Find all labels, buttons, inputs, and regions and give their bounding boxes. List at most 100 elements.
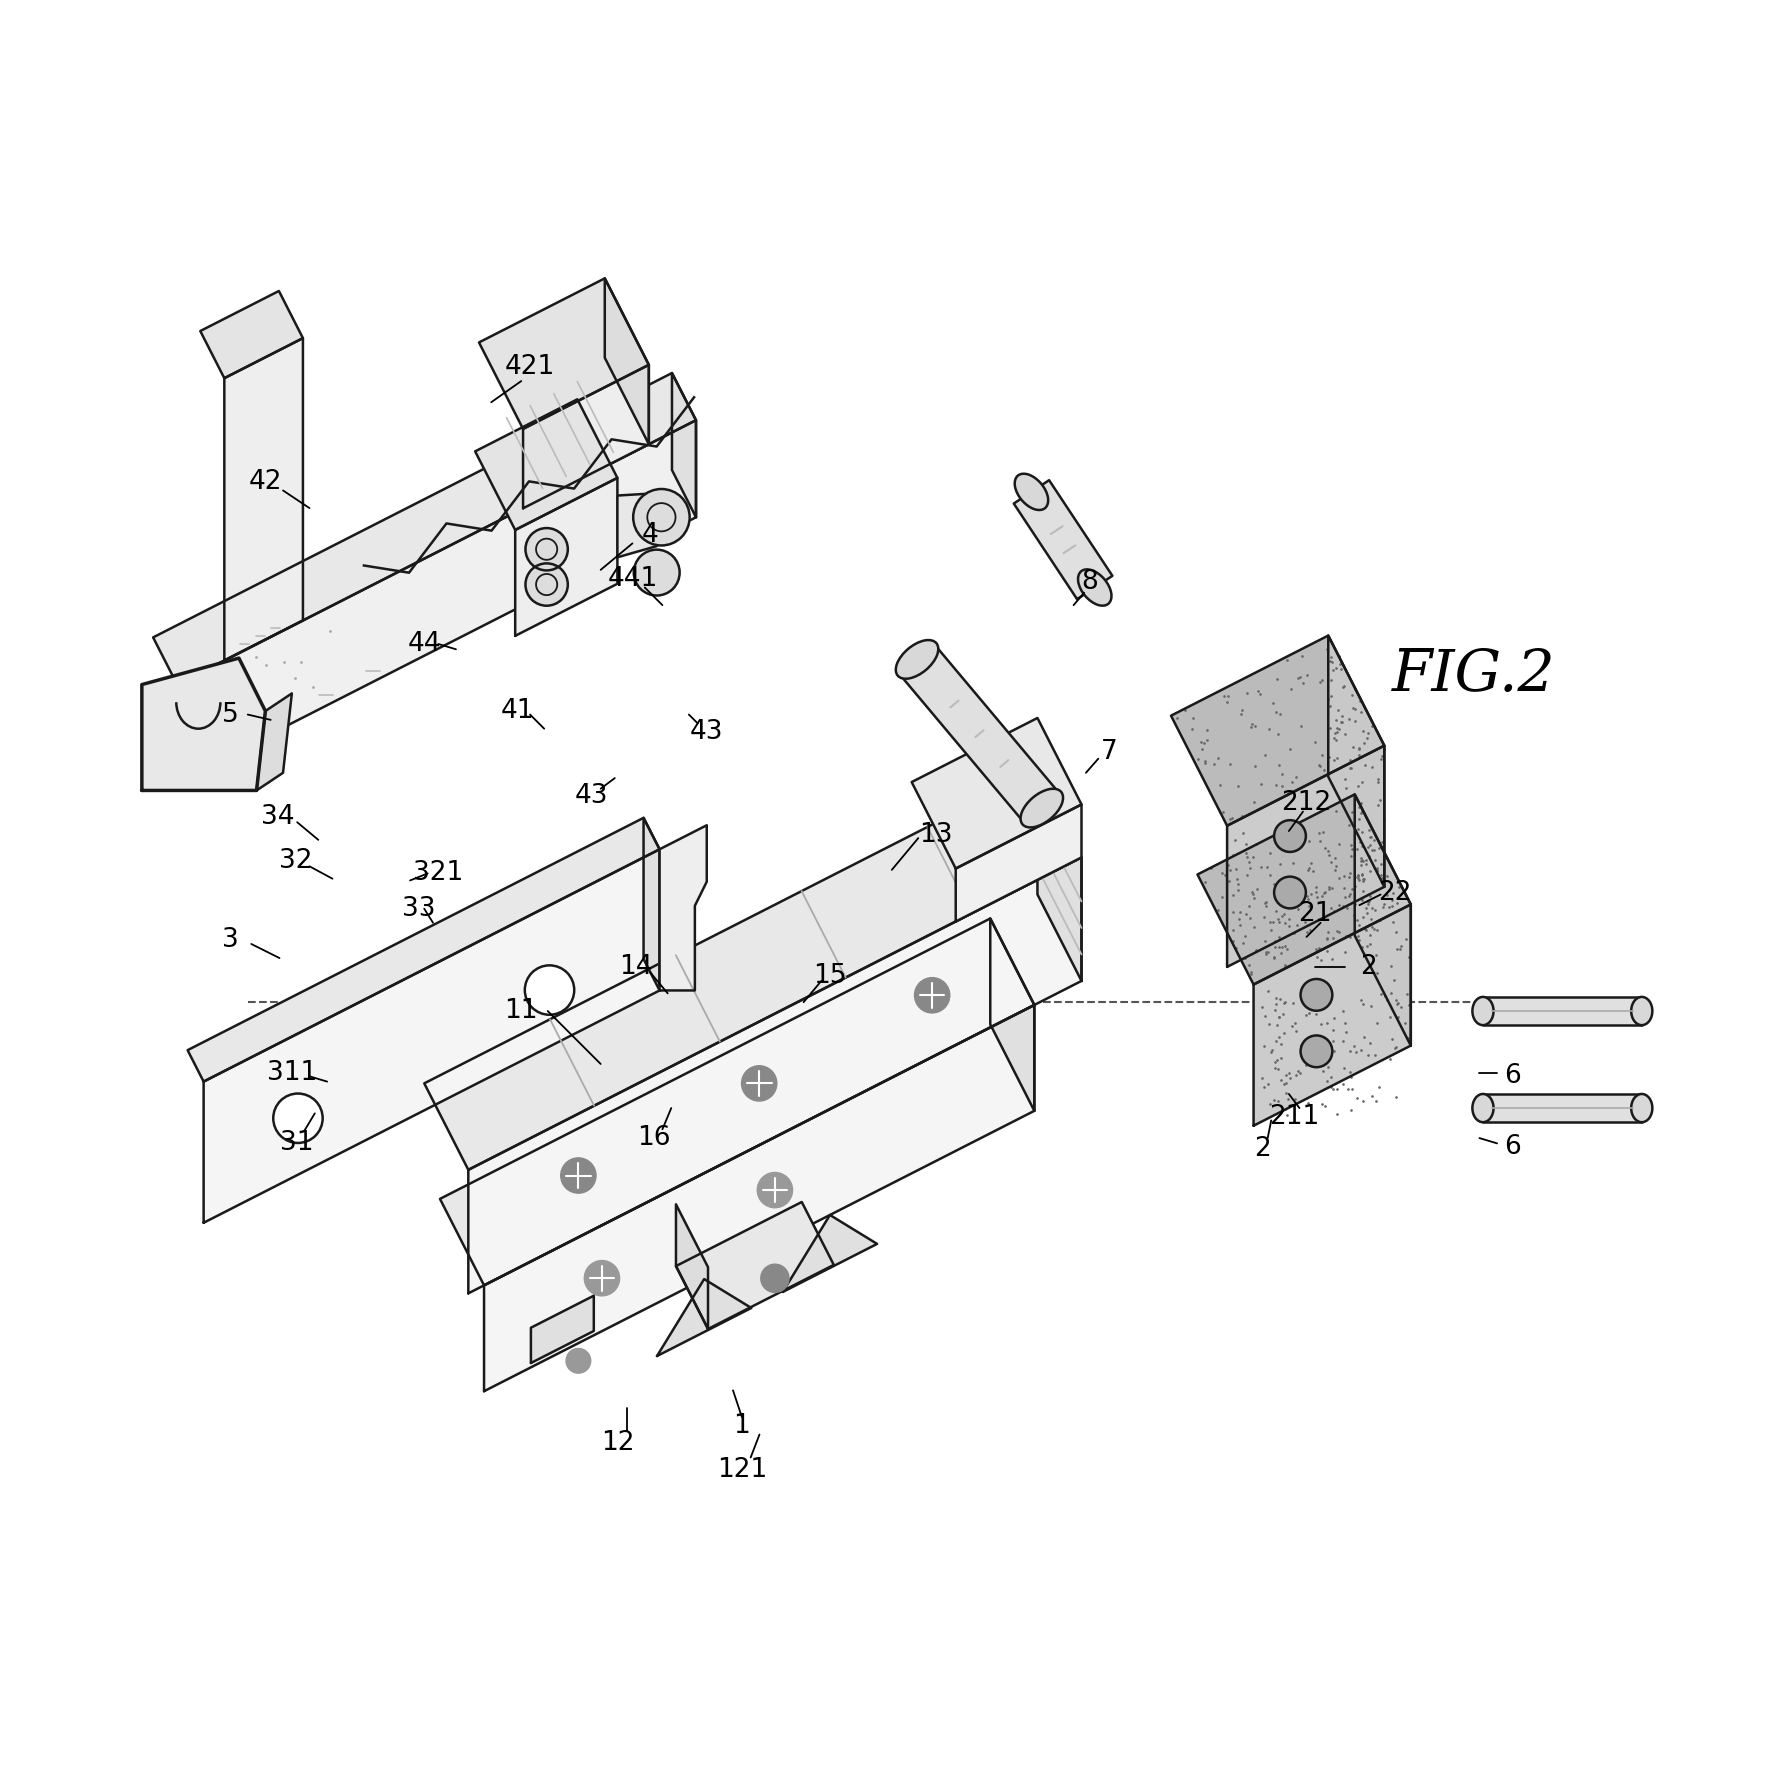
Text: 12: 12 bbox=[602, 1431, 636, 1456]
Ellipse shape bbox=[1632, 1093, 1653, 1122]
Ellipse shape bbox=[1632, 998, 1653, 1026]
Polygon shape bbox=[424, 770, 1081, 1170]
Circle shape bbox=[526, 563, 569, 605]
Text: 5: 5 bbox=[223, 701, 238, 728]
Circle shape bbox=[761, 1264, 789, 1292]
Text: 321: 321 bbox=[413, 861, 463, 886]
Text: 421: 421 bbox=[505, 353, 555, 380]
Text: 31: 31 bbox=[281, 1131, 314, 1156]
Polygon shape bbox=[782, 1214, 878, 1292]
Ellipse shape bbox=[895, 641, 938, 678]
Polygon shape bbox=[604, 279, 648, 444]
Polygon shape bbox=[256, 694, 291, 790]
Polygon shape bbox=[484, 1005, 1035, 1392]
Polygon shape bbox=[479, 279, 648, 430]
Polygon shape bbox=[516, 477, 618, 635]
Text: 33: 33 bbox=[403, 896, 436, 921]
Ellipse shape bbox=[1021, 788, 1063, 827]
Circle shape bbox=[1300, 980, 1332, 1010]
Text: 44: 44 bbox=[408, 630, 442, 657]
Polygon shape bbox=[991, 918, 1035, 1111]
Polygon shape bbox=[468, 857, 1081, 1294]
Polygon shape bbox=[1328, 635, 1385, 888]
Polygon shape bbox=[1483, 998, 1642, 1026]
Polygon shape bbox=[187, 818, 659, 1081]
Text: 8: 8 bbox=[1081, 570, 1098, 595]
Circle shape bbox=[526, 529, 569, 570]
Polygon shape bbox=[673, 373, 696, 517]
Text: 34: 34 bbox=[261, 804, 295, 831]
Text: 311: 311 bbox=[267, 1060, 316, 1086]
Polygon shape bbox=[955, 804, 1081, 921]
Circle shape bbox=[915, 978, 950, 1014]
Text: 6: 6 bbox=[1505, 1134, 1521, 1159]
Polygon shape bbox=[1037, 770, 1081, 982]
Circle shape bbox=[274, 1093, 323, 1143]
Circle shape bbox=[525, 966, 574, 1015]
Polygon shape bbox=[657, 1280, 751, 1356]
Polygon shape bbox=[911, 719, 1081, 868]
Text: 2: 2 bbox=[1360, 953, 1377, 980]
Text: 212: 212 bbox=[1282, 790, 1332, 816]
Polygon shape bbox=[1355, 795, 1411, 1045]
Text: 16: 16 bbox=[638, 1125, 671, 1150]
Polygon shape bbox=[1171, 635, 1385, 825]
Polygon shape bbox=[200, 291, 304, 378]
Text: 4: 4 bbox=[641, 522, 659, 547]
Ellipse shape bbox=[1015, 474, 1049, 509]
Polygon shape bbox=[440, 918, 1035, 1285]
Ellipse shape bbox=[1473, 998, 1494, 1026]
Text: 441: 441 bbox=[608, 566, 657, 591]
Text: 42: 42 bbox=[249, 469, 283, 495]
Text: 6: 6 bbox=[1505, 1063, 1521, 1090]
Circle shape bbox=[634, 550, 680, 596]
Circle shape bbox=[742, 1065, 777, 1100]
Polygon shape bbox=[177, 421, 696, 781]
Circle shape bbox=[1300, 1035, 1332, 1067]
Text: 41: 41 bbox=[502, 698, 535, 724]
Polygon shape bbox=[532, 1296, 593, 1363]
Text: 2: 2 bbox=[1254, 1136, 1272, 1161]
Text: 211: 211 bbox=[1270, 1104, 1319, 1131]
Polygon shape bbox=[224, 339, 304, 660]
Polygon shape bbox=[154, 373, 696, 685]
Circle shape bbox=[585, 1260, 620, 1296]
Text: 43: 43 bbox=[691, 719, 724, 745]
Text: 43: 43 bbox=[576, 783, 609, 809]
Polygon shape bbox=[203, 848, 659, 1223]
Text: 14: 14 bbox=[620, 953, 653, 980]
Circle shape bbox=[634, 488, 691, 545]
Ellipse shape bbox=[1077, 570, 1111, 605]
Text: 1: 1 bbox=[733, 1413, 751, 1440]
Text: FIG.2: FIG.2 bbox=[1392, 648, 1556, 705]
Text: 3: 3 bbox=[223, 928, 238, 953]
Polygon shape bbox=[1483, 1093, 1642, 1122]
Polygon shape bbox=[676, 1202, 834, 1329]
Polygon shape bbox=[475, 399, 618, 531]
Polygon shape bbox=[1197, 795, 1411, 985]
Text: 13: 13 bbox=[918, 822, 952, 847]
Polygon shape bbox=[899, 644, 1060, 824]
Polygon shape bbox=[523, 366, 648, 508]
Text: 22: 22 bbox=[1377, 880, 1411, 905]
Polygon shape bbox=[676, 1203, 708, 1329]
Polygon shape bbox=[1254, 905, 1411, 1125]
Polygon shape bbox=[618, 493, 657, 557]
Polygon shape bbox=[1014, 481, 1113, 600]
Circle shape bbox=[1273, 820, 1305, 852]
Polygon shape bbox=[141, 659, 265, 790]
Text: 21: 21 bbox=[1298, 902, 1332, 927]
Ellipse shape bbox=[1473, 1093, 1494, 1122]
Polygon shape bbox=[643, 818, 659, 990]
Text: 32: 32 bbox=[279, 848, 313, 873]
Text: 7: 7 bbox=[1100, 738, 1118, 765]
Circle shape bbox=[562, 1157, 595, 1193]
Text: 11: 11 bbox=[505, 998, 539, 1024]
Circle shape bbox=[1273, 877, 1305, 909]
Text: 15: 15 bbox=[814, 962, 848, 989]
Polygon shape bbox=[1227, 746, 1385, 967]
Text: 121: 121 bbox=[717, 1457, 766, 1482]
Circle shape bbox=[758, 1173, 793, 1207]
Circle shape bbox=[567, 1349, 592, 1374]
Polygon shape bbox=[659, 825, 706, 990]
